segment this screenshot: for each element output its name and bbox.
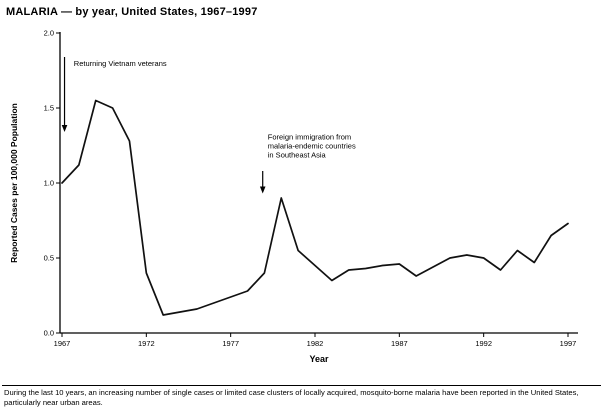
x-tick-label: 1967 <box>54 339 71 348</box>
y-tick-label: 1.0 <box>44 179 54 188</box>
x-tick-label: 1987 <box>391 339 408 348</box>
x-tick-label: 1992 <box>475 339 492 348</box>
chart-title: MALARIA — by year, United States, 1967–1… <box>6 6 258 18</box>
y-tick-label: 0.5 <box>44 254 54 263</box>
annotation-arrowhead <box>259 186 266 194</box>
malaria-rate-line <box>61 99 569 316</box>
y-tick-label: 0.0 <box>44 329 54 338</box>
annotation-text: in Southeast Asia <box>268 151 327 160</box>
annotation-arrowhead <box>61 125 68 132</box>
x-tick-label: 1977 <box>222 339 239 348</box>
y-tick-label: 2.0 <box>44 29 54 38</box>
line-chart-canvas: 0.0 0.5 1.0 1.5 2.0 1967 1972 1977 1982 1987 1992 1… <box>9 29 578 364</box>
y-axis-title: Reported Cases per 100,000 Population <box>9 103 19 263</box>
x-axis-title: Year <box>309 354 329 364</box>
chart-footnote: During the last 10 years, an increasing … <box>2 385 601 408</box>
annotation-text: Foreign immigration from <box>268 133 351 142</box>
annotation-text: Returning Vietnam veterans <box>74 59 167 68</box>
x-tick-label: 1997 <box>560 339 577 348</box>
x-tick-label: 1982 <box>307 339 324 348</box>
x-tick-label: 1972 <box>138 339 155 348</box>
y-tick-label: 1.5 <box>44 104 54 113</box>
annotation-text: malaria-endemic countries <box>268 142 356 151</box>
